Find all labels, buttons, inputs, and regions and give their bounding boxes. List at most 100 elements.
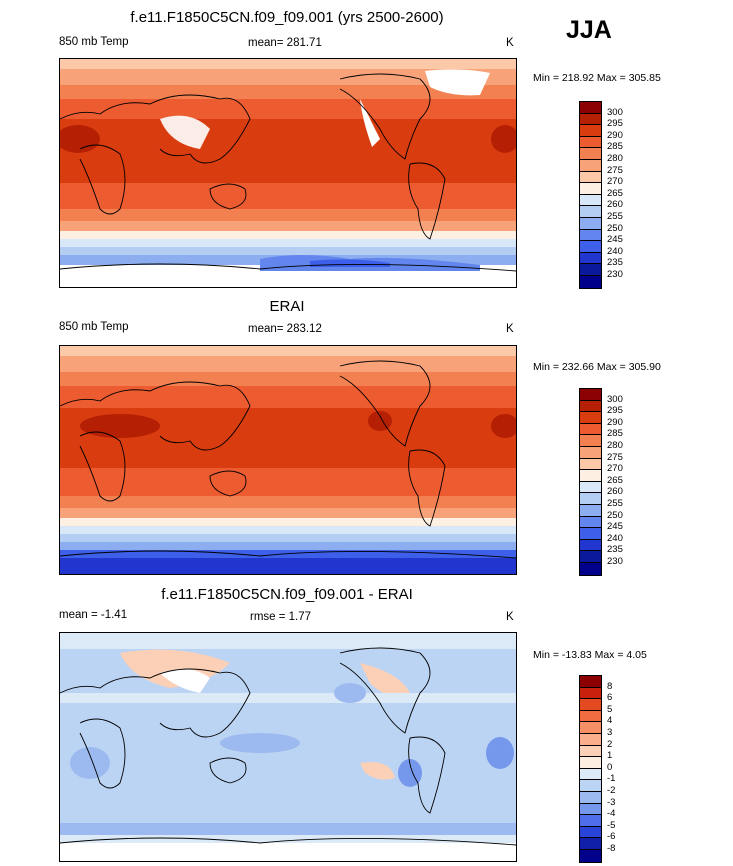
colorbar-tick-label: 1: [607, 750, 613, 762]
colorbar-tick-label: -1: [607, 773, 616, 785]
colorbar-swatch: [580, 125, 601, 137]
colorbar-tick-label: 245: [607, 234, 623, 246]
colorbar-swatch: [580, 458, 601, 471]
units-label: K: [506, 611, 514, 623]
colorbar-tick-label: -5: [607, 819, 616, 831]
minmax-label: Min = 232.66 Max = 305.90: [533, 361, 661, 373]
colorbar-tick-label: 8: [607, 680, 613, 692]
colorbar-swatch: [580, 687, 601, 700]
colorbar-tick-label: 6: [607, 692, 613, 704]
panel-title: f.e11.F1850C5CN.f09_f09.001 (yrs 2500-26…: [130, 9, 444, 26]
colorbar-tick-label: 250: [607, 509, 623, 521]
colorbar-swatch: [580, 838, 601, 850]
colorbar-tick-label: 3: [607, 727, 613, 738]
colorbar-tick-label: 270: [607, 176, 623, 188]
map-obs: [59, 345, 517, 575]
colorbar-swatch: [580, 206, 601, 218]
colorbar-swatch: [580, 562, 601, 575]
map-diff: [59, 632, 517, 862]
colorbar-tick-label: -3: [607, 796, 616, 808]
colorbar-swatch: [580, 826, 601, 839]
colorbar-swatch: [580, 516, 601, 529]
colorbar-tick-label: 2: [607, 738, 613, 750]
colorbar-swatch: [580, 113, 601, 126]
mean-label: mean = -1.41: [59, 609, 128, 621]
colorbar-tick-label: 270: [607, 463, 623, 475]
colorbar-tick-label: 260: [607, 486, 623, 498]
colorbar-swatch: [580, 780, 601, 792]
colorbar-swatch: [580, 733, 601, 746]
colorbar-swatch: [580, 815, 601, 827]
colorbar-tick-label: 290: [607, 416, 623, 428]
colorbar-swatch: [580, 757, 601, 769]
season-label: JJA: [566, 16, 612, 44]
colorbar-tick-label: 0: [607, 761, 613, 773]
colorbar-tick-label: 5: [607, 703, 613, 715]
colorbar-swatch: [580, 470, 601, 482]
map-model: [59, 58, 517, 288]
colorbar-swatch: [580, 528, 601, 540]
colorbar-tick-label: 230: [607, 269, 623, 280]
colorbar-swatch: [580, 102, 601, 114]
colorbar-tick-label: 235: [607, 544, 623, 556]
colorbar-tick-label: 250: [607, 222, 623, 234]
colorbar-tick-label: 275: [607, 451, 623, 463]
colorbar-tick-label: 285: [607, 428, 623, 440]
minmax-label: Min = -13.83 Max = 4.05: [533, 649, 647, 661]
colorbar-swatch: [580, 791, 601, 804]
colorbar: [579, 388, 602, 576]
colorbar-swatch: [580, 264, 601, 276]
colorbar-swatch: [580, 539, 601, 552]
colorbar-swatch: [580, 229, 601, 242]
colorbar-tick-label: 295: [607, 118, 623, 130]
colorbar-swatch: [580, 183, 601, 195]
colorbar-swatch: [580, 389, 601, 401]
rmse-label: rmse = 1.77: [250, 611, 312, 623]
colorbar-swatch: [580, 745, 601, 758]
colorbar-tick-label: 295: [607, 405, 623, 417]
colorbar-swatch: [580, 217, 601, 230]
colorbar-tick-label: 240: [607, 532, 623, 544]
colorbar-tick-label: 265: [607, 187, 623, 199]
colorbar-tick-label: 300: [607, 393, 623, 405]
colorbar-tick-label: 260: [607, 199, 623, 211]
colorbar-tick-label: 265: [607, 474, 623, 486]
colorbar-swatch: [580, 446, 601, 459]
colorbar-swatch: [580, 849, 601, 862]
colorbar-swatch: [580, 481, 601, 494]
colorbar-swatch: [580, 676, 601, 688]
colorbar-tick-label: 275: [607, 164, 623, 176]
colorbar-tick-label: -6: [607, 831, 616, 843]
panel-title: f.e11.F1850C5CN.f09_f09.001 - ERAI: [161, 586, 413, 603]
colorbar-tick-label: 300: [607, 106, 623, 118]
colorbar-swatch: [580, 241, 601, 253]
colorbar-swatch: [580, 803, 601, 816]
colorbar-swatch: [580, 423, 601, 436]
colorbar-swatch: [580, 171, 601, 184]
colorbar-swatch: [580, 699, 601, 711]
colorbar-tick-label: 245: [607, 521, 623, 533]
colorbar-swatch: [580, 412, 601, 424]
colorbar-tick-label: 4: [607, 715, 613, 727]
colorbar-tick-label: 230: [607, 556, 623, 567]
colorbar-tick-label: 235: [607, 257, 623, 269]
colorbar-swatch: [580, 435, 601, 447]
colorbar-tick-label: 280: [607, 153, 623, 164]
variable-label: 850 mb Temp: [59, 321, 129, 333]
colorbar-swatch: [580, 493, 601, 505]
colorbar-tick-label: 240: [607, 245, 623, 257]
colorbar-swatch: [580, 400, 601, 413]
colorbar-tick-label: 290: [607, 129, 623, 141]
colorbar-tick-label: 280: [607, 440, 623, 451]
units-label: K: [506, 323, 514, 335]
colorbar-swatch: [580, 722, 601, 734]
units-label: K: [506, 37, 514, 49]
mean-label: mean= 283.12: [248, 323, 322, 335]
colorbar-tick-label: 255: [607, 211, 623, 222]
colorbar-swatch: [580, 148, 601, 160]
colorbar: [579, 675, 602, 863]
colorbar-swatch: [580, 136, 601, 149]
variable-label: 850 mb Temp: [59, 36, 129, 48]
colorbar-swatch: [580, 710, 601, 723]
colorbar-swatch: [580, 252, 601, 265]
